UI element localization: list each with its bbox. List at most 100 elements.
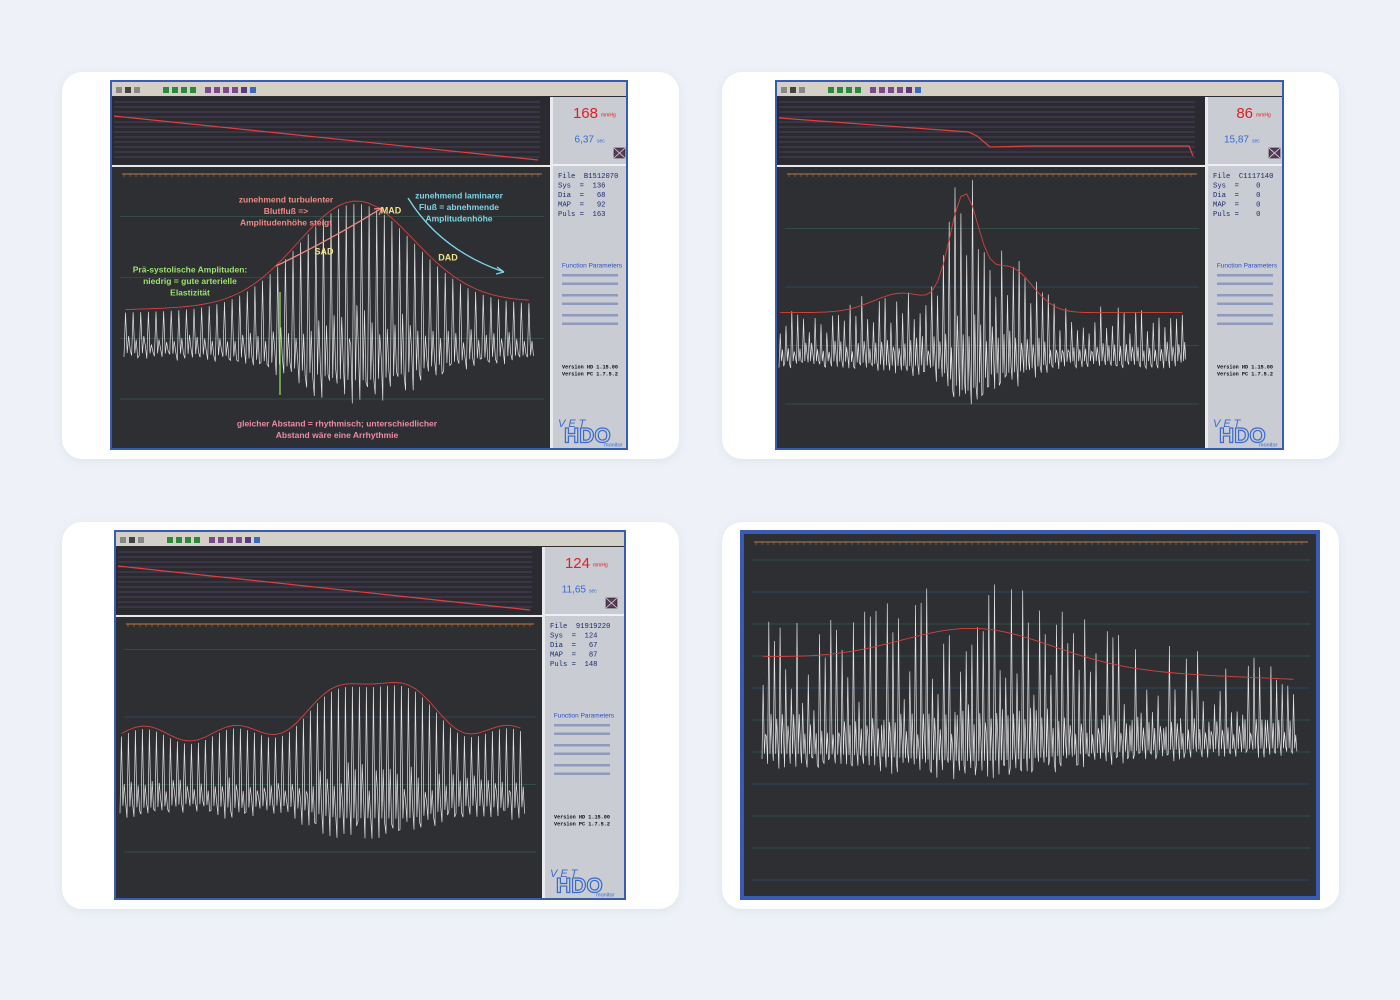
toolbar-button	[232, 87, 238, 93]
annotation: niedrig = gute arterielle	[143, 276, 237, 286]
envelope	[780, 193, 1183, 314]
toolbar-button	[138, 537, 144, 543]
toolbar-button	[790, 87, 796, 93]
trend-area	[777, 97, 1205, 164]
logo-monitor: monitor	[604, 442, 623, 448]
logo-hdo: HDO	[1219, 425, 1266, 448]
arrow	[407, 197, 505, 275]
stat-line: MAP = 87	[550, 651, 597, 659]
annotation: Amplitudenhöhe	[425, 213, 492, 223]
sidebar	[550, 97, 626, 448]
flag-cross	[613, 147, 626, 159]
logo-vet: VET	[550, 868, 580, 880]
param-placeholder	[562, 274, 618, 277]
stat-line: Puls = 163	[558, 211, 605, 219]
sidebar-edge	[1205, 97, 1208, 448]
stat-line: Dia = 67	[550, 642, 597, 650]
toolbar-button	[906, 87, 912, 93]
toolbar-button	[205, 87, 211, 93]
annotation: Fluß = abnehmende	[419, 202, 499, 212]
toolbar-button	[828, 87, 834, 93]
param-placeholder	[562, 282, 618, 285]
pressure-value: 86	[1236, 105, 1253, 122]
toolbar-button	[236, 537, 242, 543]
toolbar-button	[185, 537, 191, 543]
logo-monitor: monitor	[1259, 442, 1278, 448]
stat-line: File 91919220	[550, 623, 610, 631]
time-value: 15,87	[1224, 135, 1249, 146]
stat-line: MAP = 0	[1213, 201, 1260, 209]
time-unit: sec	[589, 588, 597, 594]
time-unit: sec	[597, 138, 605, 144]
stat-line: File C1117140	[1213, 173, 1273, 181]
version: Version PC 1.7.5.2	[554, 821, 610, 827]
stat-line: Puls = 0	[1213, 211, 1260, 219]
pressure-unit: mmHg	[601, 112, 616, 118]
time-value: 11,65	[562, 585, 587, 596]
param-placeholder	[554, 752, 610, 755]
toolbar-button	[134, 87, 140, 93]
version: Version PC 1.7.5.2	[1217, 371, 1273, 377]
stat-line: MAP = 92	[558, 201, 605, 209]
waveform	[778, 179, 1187, 405]
version: Version PC 1.7.5.2	[562, 371, 618, 377]
logo-vet: VET	[1213, 418, 1243, 430]
logo-monitor: monitor	[596, 892, 615, 898]
version: Version HD 1.15.00	[562, 364, 618, 370]
toolbar-button	[181, 87, 187, 93]
stat-line: Dia = 68	[558, 192, 605, 200]
toolbar-button	[870, 87, 876, 93]
trend-line	[117, 565, 531, 611]
time-unit: sec	[1252, 138, 1260, 144]
annotation: zunehmend turbulenter	[239, 194, 334, 204]
logo-hdo: HDO	[556, 875, 603, 898]
param-placeholder	[562, 302, 618, 305]
annotation: MAD	[381, 205, 402, 215]
toolbar-button	[241, 87, 247, 93]
version: Version HD 1.15.00	[554, 814, 610, 820]
toolbar-button	[254, 537, 260, 543]
stat-line: Sys = 124	[550, 632, 597, 640]
toolbar	[116, 532, 624, 546]
function-title: Function Parameters	[562, 263, 623, 270]
annotation: Amplitudenhöhe steigt	[240, 217, 332, 227]
toolbar-button	[120, 537, 126, 543]
pressure-unit: mmHg	[593, 562, 608, 568]
stat-line: File B1512070	[558, 173, 618, 181]
toolbar-button	[209, 537, 215, 543]
param-placeholder	[1217, 282, 1273, 285]
param-placeholder	[1217, 314, 1273, 317]
toolbar-button	[172, 87, 178, 93]
toolbar-button	[190, 87, 196, 93]
param-placeholder	[1217, 302, 1273, 305]
toolbar-button	[781, 87, 787, 93]
toolbar	[777, 82, 1282, 96]
envelope	[125, 200, 529, 311]
pressure-unit: mmHg	[1256, 112, 1271, 118]
annotation: Blutfluß =>	[264, 206, 308, 216]
toolbar-button	[167, 537, 173, 543]
toolbar-button	[223, 87, 229, 93]
stat-line: Dia = 0	[1213, 192, 1260, 200]
annotation: Prä-systolische Amplituden:	[133, 264, 248, 274]
time-value: 6,37	[575, 135, 595, 146]
param-placeholder	[554, 724, 610, 727]
toolbar-button	[250, 87, 256, 93]
annotation: DAD	[438, 252, 458, 262]
pressure-value: 124	[565, 555, 590, 572]
toolbar-button	[837, 87, 843, 93]
stat-line: Sys = 136	[558, 182, 605, 190]
toolbar-button	[194, 537, 200, 543]
monitor-screenshot	[740, 530, 1320, 900]
trend-line	[113, 115, 539, 161]
sidebar-edge	[550, 97, 553, 448]
param-placeholder	[554, 772, 610, 775]
param-placeholder	[562, 314, 618, 317]
waveform	[119, 685, 525, 839]
logo-hdo: HDO	[564, 425, 611, 448]
annotation: gleicher Abstand = rhythmisch; unterschi…	[237, 418, 438, 428]
toolbar-button	[125, 87, 131, 93]
